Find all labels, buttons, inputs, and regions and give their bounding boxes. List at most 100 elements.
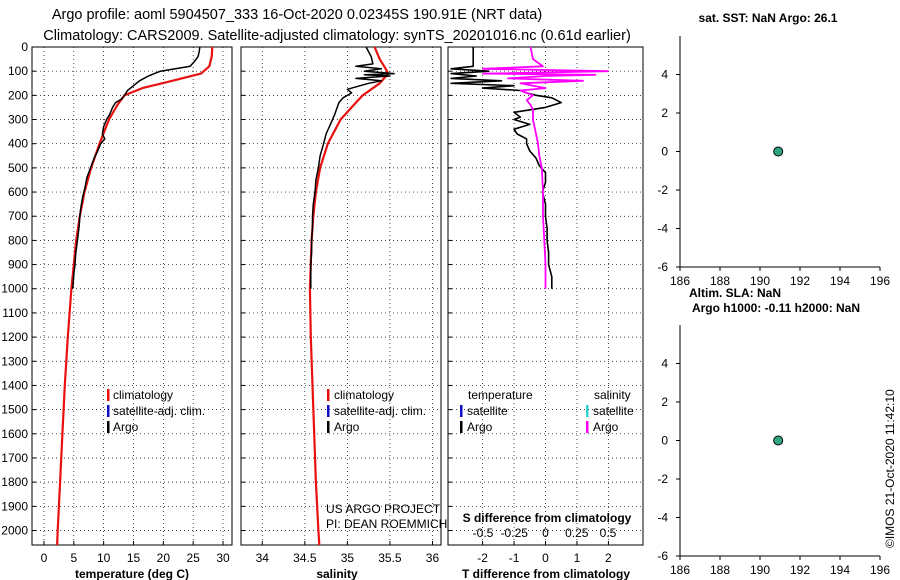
depth-tick-label: 1900: [1, 499, 28, 513]
altimetry-y-tick-label: 2: [661, 395, 668, 409]
s-difference-axis-label: S difference from climatology: [463, 511, 632, 525]
salinity-legend: climatology satellite-adj. clim. Argo: [327, 388, 426, 434]
x-tick-label: 20: [157, 551, 171, 565]
depth-tick-label: 1600: [1, 427, 28, 441]
sst-panel-title: sat. SST: NaN Argo: 26.1: [699, 11, 838, 25]
sst-x-tick-label: 192: [790, 274, 810, 288]
salinity-axis-label: salinity: [316, 567, 358, 580]
depth-tick-label: 200: [8, 88, 28, 102]
sst-x-tick-label: 190: [750, 274, 770, 288]
x-tick-label: -2: [477, 551, 488, 565]
altimetry-x-tick-label: 194: [830, 563, 850, 577]
depth-tick-label: 1800: [1, 475, 28, 489]
sst-x-tick-label: 186: [670, 274, 690, 288]
sst-x-tick-label: 196: [870, 274, 890, 288]
depth-tick-label: 500: [8, 161, 28, 175]
sst-y-tick-label: -6: [657, 260, 668, 274]
legend-climatology-swatch: [327, 389, 330, 401]
x-tick-label: 34: [256, 551, 270, 565]
legend-sal-satellite-swatch: [586, 405, 589, 417]
x-tick-label: 34.5: [293, 551, 317, 565]
x-tick-label: 0: [542, 551, 549, 565]
sst-y-tick-label: -2: [657, 183, 668, 197]
depth-tick-label: 1500: [1, 403, 28, 417]
legend-sal-satellite-label: satellite: [593, 404, 634, 418]
sst-y-tick-label: -4: [657, 222, 668, 236]
x-tick-label: 2: [605, 551, 612, 565]
altimetry-panel-title-line2: Argo h1000: -0.11 h2000: NaN: [692, 301, 860, 315]
legend-temp-argo-label: Argo: [467, 420, 493, 434]
salinity-difference-argo-line: [482, 46, 609, 289]
altimetry-x-tick-label: 188: [710, 563, 730, 577]
depth-tick-label: 1300: [1, 354, 28, 368]
temperature-difference-argo-line: [450, 47, 563, 289]
temperature-axis-label: temperature (deg C): [75, 567, 189, 580]
legend-sal-argo-label: Argo: [593, 420, 619, 434]
x-tick-label: 1: [574, 551, 581, 565]
legend-temp-argo-swatch: [460, 421, 463, 433]
s-diff-tick-label: 0: [542, 526, 549, 540]
sst-y-tick-label: 0: [661, 145, 668, 159]
s-diff-tick-label: 0.5: [600, 526, 617, 540]
altimetry-x-tick-label: 186: [670, 563, 690, 577]
depth-tick-label: 1000: [1, 282, 28, 296]
temperature-legend: climatology satellite-adj. clim. Argo: [107, 388, 205, 434]
x-tick-label: 15: [127, 551, 141, 565]
timestamp: ©IMOS 21-Oct-2020 11:42:10: [883, 389, 897, 548]
sst-y-tick-label: 2: [661, 106, 668, 120]
figure-title-line2: Climatology: CARS2009. Satellite-adjuste…: [43, 28, 631, 44]
depth-tick-label: 800: [8, 233, 28, 247]
altimetry-x-tick-label: 196: [870, 563, 890, 577]
temperature-panel-frame: [31, 46, 233, 546]
x-tick-label: 35: [341, 551, 355, 565]
credit-pi: PI: DEAN ROEMMICH: [326, 517, 447, 531]
x-tick-label: -1: [509, 551, 520, 565]
legend-argo-label: Argo: [113, 420, 139, 434]
depth-tick-label: 100: [8, 64, 28, 78]
depth-tick-label: 600: [8, 185, 28, 199]
x-tick-label: 25: [187, 551, 201, 565]
depth-tick-label: 900: [8, 258, 28, 272]
depth-tick-label: 300: [8, 113, 28, 127]
legend-climatology-swatch: [107, 389, 110, 401]
salinity-climatology-line: [308, 46, 390, 546]
altimetry-y-tick-label: -2: [657, 472, 668, 486]
depth-tick-label: 0: [21, 40, 28, 54]
legend-climatology-label: climatology: [113, 388, 173, 402]
x-tick-label: 10: [97, 551, 111, 565]
legend-argo-swatch: [107, 421, 110, 433]
sst-y-tick-label: 4: [661, 68, 668, 82]
s-diff-tick-label: -0.5: [473, 526, 494, 540]
salinity-panel-frame: [240, 46, 442, 546]
x-tick-label: 30: [216, 551, 230, 565]
salinity-argo-line: [310, 46, 395, 289]
altimetry-y-tick-label: 0: [661, 434, 668, 448]
x-tick-label: 36: [426, 551, 440, 565]
x-tick-label: 5: [70, 551, 77, 565]
depth-tick-label: 2000: [1, 523, 28, 537]
x-tick-label: 0: [41, 551, 48, 565]
altimetry-y-tick-label: -4: [657, 511, 668, 525]
legend-satellite-label: satellite-adj. clim.: [113, 404, 205, 418]
x-tick-label: 35.5: [378, 551, 402, 565]
depth-tick-label: 1700: [1, 451, 28, 465]
sst-x-tick-label: 188: [710, 274, 730, 288]
difference-legend: temperature salinity satellite Argo sate…: [460, 388, 634, 434]
legend-satellite-swatch: [107, 405, 110, 417]
legend-temperature-header: temperature: [468, 388, 533, 402]
legend-climatology-label: climatology: [334, 388, 394, 402]
legend-temp-satellite-label: satellite: [467, 404, 508, 418]
legend-sal-argo-swatch: [586, 421, 589, 433]
altimetry-y-tick-label: -6: [657, 549, 668, 563]
s-diff-tick-label: -0.25: [501, 526, 529, 540]
temperature-climatology-line: [56, 46, 214, 546]
depth-axis: 0 100 200 300 400 500 600 700 800 900 1000 1100 1200…: [1, 40, 28, 537]
figure-title-line1: Argo profile: aoml 5904507_333 16-Oct-20…: [52, 7, 542, 23]
altimetry-panel-title-line1: Altim. SLA: NaN: [689, 286, 781, 300]
altimetry-x-tick-label: 192: [790, 563, 810, 577]
depth-tick-label: 400: [8, 137, 28, 151]
t-difference-axis-label: T difference from climatology: [462, 567, 630, 580]
legend-satellite-swatch: [327, 405, 330, 417]
legend-argo-swatch: [327, 421, 330, 433]
